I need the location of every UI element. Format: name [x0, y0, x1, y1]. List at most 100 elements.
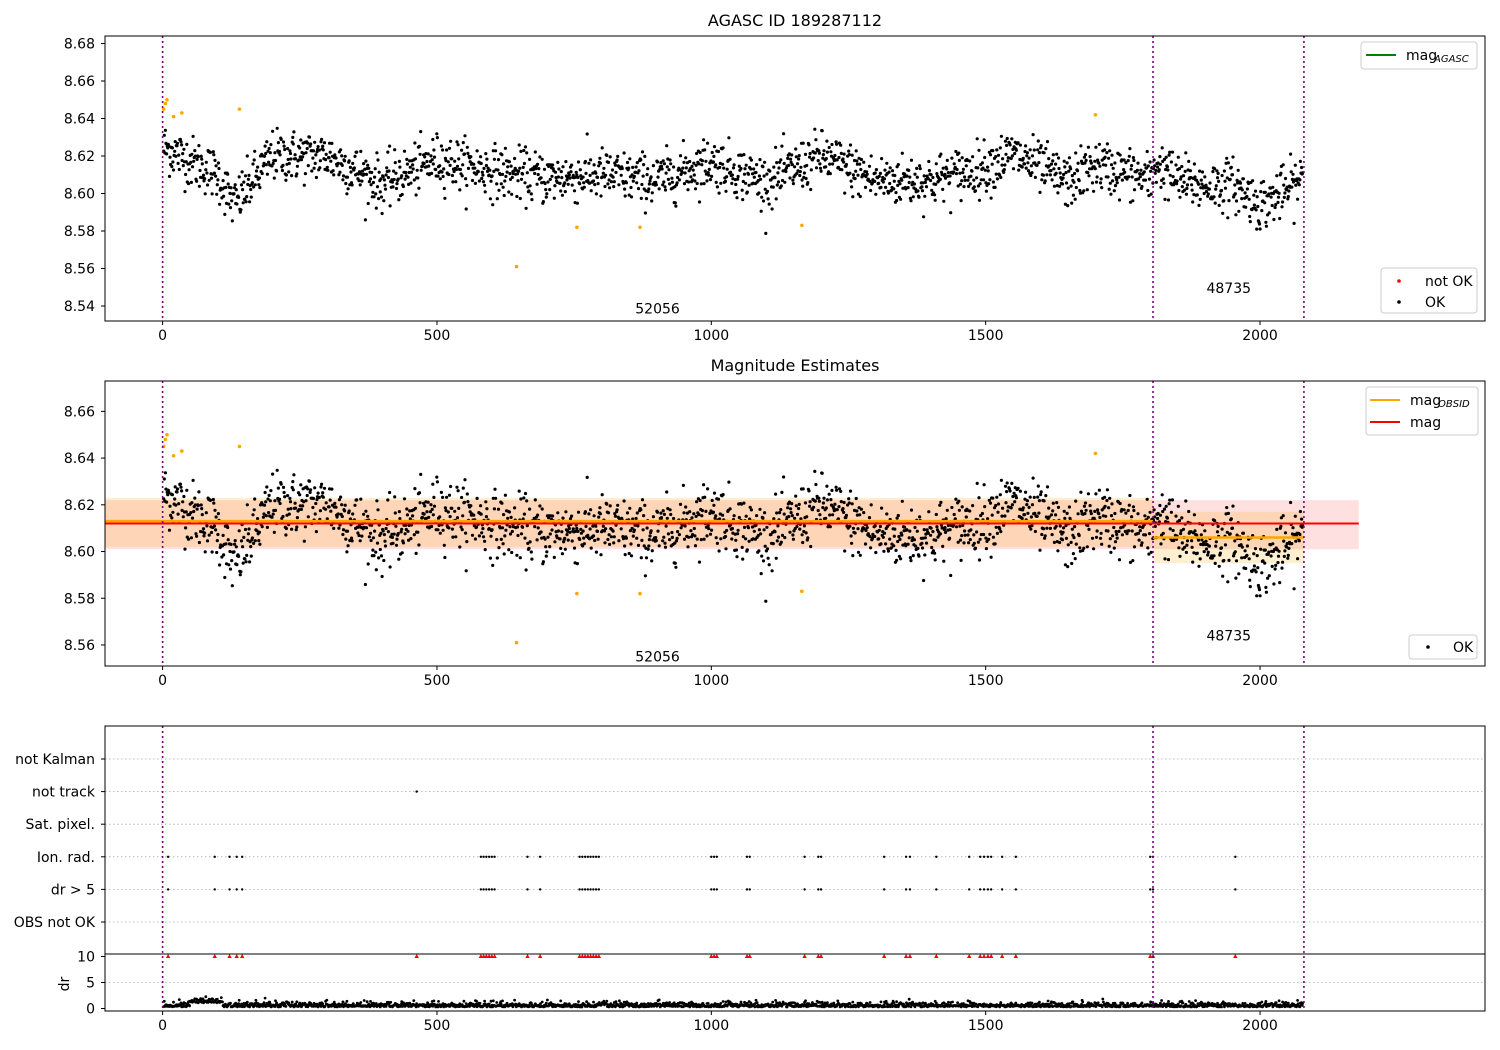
ok-point: [1254, 208, 1258, 212]
ok-point: [544, 188, 548, 192]
ok-point: [683, 524, 687, 528]
ok-point: [588, 527, 592, 531]
ok-point: [510, 529, 514, 534]
ok-point: [578, 168, 582, 172]
dr-outlier-marker: [981, 954, 987, 958]
ok-point: [661, 539, 665, 543]
ok-point: [820, 129, 824, 133]
ok-point: [289, 157, 293, 161]
ok-point: [1223, 179, 1227, 183]
ok-point: [603, 541, 607, 545]
ok-point: [190, 165, 195, 169]
ok-point: [1011, 167, 1016, 171]
ok-point: [364, 509, 368, 513]
ok-point: [634, 165, 638, 169]
ok-point: [998, 146, 1002, 150]
ok-point: [214, 515, 218, 519]
ok-point: [601, 524, 605, 528]
dr-outlier-marker: [239, 954, 245, 958]
dr-outlier-marker: [934, 954, 939, 958]
ok-point: [1039, 144, 1043, 148]
ok-point: [666, 532, 671, 536]
ok-point: [1003, 484, 1008, 488]
ok-point: [597, 164, 601, 168]
ok-point: [841, 157, 845, 161]
ok-point: [272, 176, 276, 180]
ok-point: [392, 169, 396, 173]
ok-point: [1147, 552, 1151, 556]
ok-point: [395, 537, 399, 541]
ok-point: [771, 185, 775, 189]
ok-point: [752, 529, 756, 533]
ok-point: [759, 532, 763, 536]
ok-point: [480, 176, 484, 181]
ok-point: [1045, 485, 1050, 489]
ok-point: [252, 541, 256, 546]
ok-point: [884, 185, 888, 189]
ok-point: [894, 191, 898, 195]
ok-point: [968, 159, 972, 163]
ok-point: [802, 171, 807, 175]
ok-point: [254, 169, 259, 173]
ok-point: [983, 505, 987, 509]
ok-point: [408, 159, 412, 163]
ok-point: [383, 183, 387, 187]
ok-point: [521, 525, 525, 529]
ok-point: [1164, 504, 1168, 508]
ok-point: [548, 545, 552, 549]
ok-point: [725, 528, 729, 533]
flag-point: [490, 888, 494, 891]
ok-point: [1002, 168, 1006, 172]
ok-point: [337, 173, 341, 177]
ok-point: [559, 546, 563, 551]
flag-point: [748, 855, 751, 858]
ok-point: [808, 151, 812, 156]
ok-point: [443, 555, 447, 560]
ok-point: [581, 544, 585, 548]
ok-point: [900, 533, 904, 537]
ok-point: [1211, 170, 1215, 174]
ok-point: [463, 478, 467, 482]
ok-point: [1108, 496, 1112, 500]
ok-point: [956, 540, 960, 544]
ok-point: [539, 176, 543, 180]
ok-point: [730, 173, 735, 177]
ok-point: [1048, 173, 1052, 177]
ok-point: [942, 199, 946, 203]
ok-point: [262, 512, 266, 516]
ok-point: [721, 493, 725, 497]
ok-point: [431, 137, 435, 142]
ok-point: [670, 180, 675, 184]
ok-point: [1281, 163, 1285, 167]
ok-point: [797, 154, 801, 158]
ok-point: [954, 497, 958, 501]
ok-point: [1202, 191, 1206, 196]
ok-point: [1262, 179, 1266, 184]
ok-point: [933, 551, 937, 555]
y-tick-label: 8.58: [64, 224, 95, 240]
ok-point: [896, 539, 900, 544]
ok-point: [1125, 532, 1129, 536]
ok-point: [397, 557, 401, 561]
ok-point: [195, 534, 199, 538]
ok-point: [1213, 167, 1217, 171]
ok-point: [938, 503, 942, 507]
ok-point: [215, 539, 219, 543]
ok-point: [1218, 551, 1222, 555]
dr-point: [245, 1000, 249, 1004]
ok-point: [1261, 559, 1265, 563]
ok-point: [868, 179, 872, 184]
ok-point: [241, 561, 245, 565]
ok-point: [668, 182, 672, 186]
legend-mag-red-label: mag: [1410, 415, 1441, 431]
ok-point: [948, 174, 952, 178]
ok-point: [695, 500, 699, 504]
ok-point: [765, 172, 769, 176]
ok-point: [230, 199, 234, 203]
ok-point: [222, 194, 226, 198]
x-tick-label: 1500: [968, 673, 1004, 689]
ok-point: [677, 178, 682, 182]
ok-point: [716, 149, 721, 154]
ok-point: [790, 514, 794, 518]
ok-point: [1104, 514, 1108, 518]
